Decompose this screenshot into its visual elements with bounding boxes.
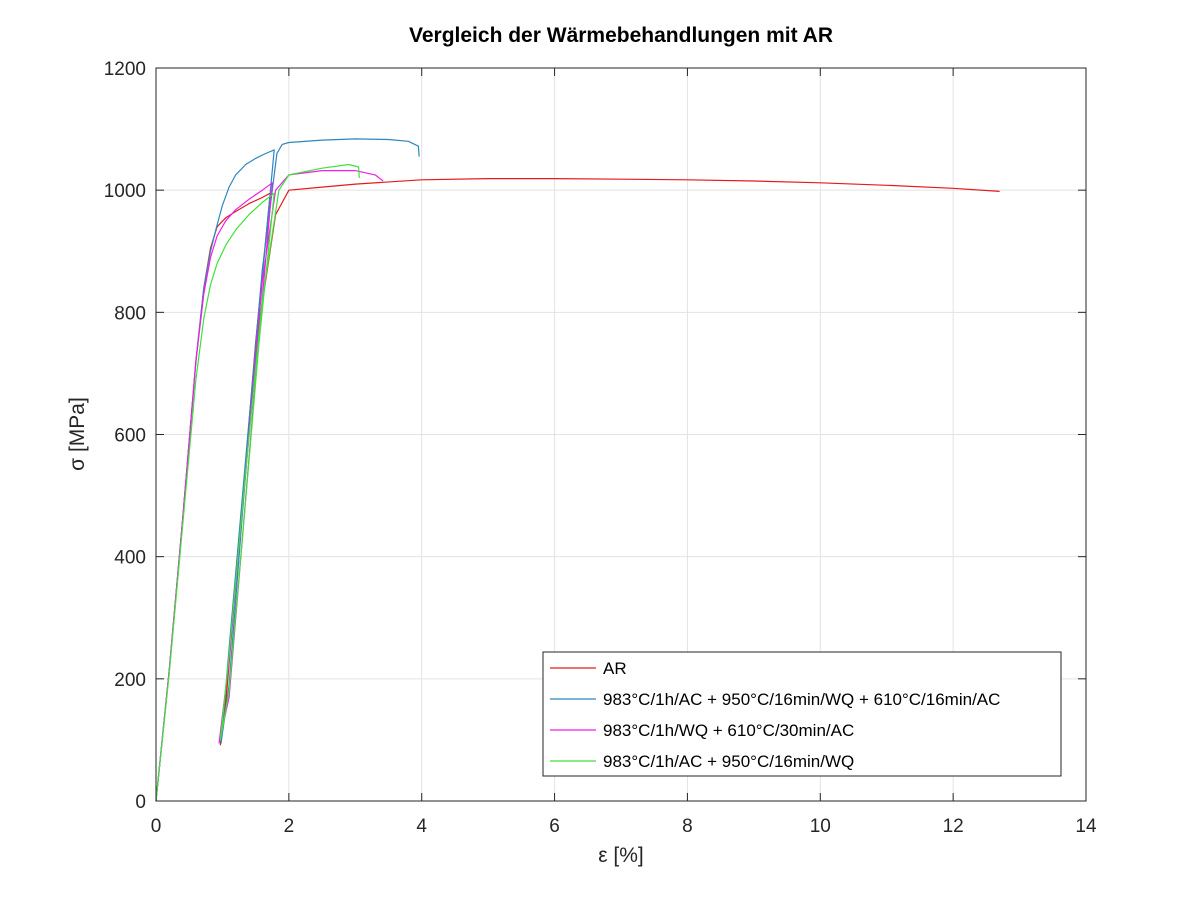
x-tick-label: 0 xyxy=(151,816,162,837)
legend-entry-1: 983°C/1h/AC + 950°C/16min/WQ + 610°C/16m… xyxy=(603,690,1000,709)
x-tick-label: 4 xyxy=(416,816,427,837)
x-tick-label: 6 xyxy=(549,816,560,837)
y-tick-label: 0 xyxy=(135,792,146,813)
y-tick-label: 1000 xyxy=(104,181,146,202)
x-tick-label: 12 xyxy=(943,816,964,837)
y-tick-label: 200 xyxy=(114,670,146,691)
x-axis-label: ε [%] xyxy=(598,844,644,867)
x-tick-label: 10 xyxy=(810,816,831,837)
legend-entry-0: AR xyxy=(603,659,627,678)
y-axis-label: σ [MPa] xyxy=(66,397,89,471)
y-tick-label: 800 xyxy=(114,303,146,324)
x-tick-label: 14 xyxy=(1075,816,1097,837)
x-tick-label: 8 xyxy=(682,816,693,837)
legend-entry-3: 983°C/1h/AC + 950°C/16min/WQ xyxy=(603,752,854,771)
grid xyxy=(156,68,1086,801)
legend-entry-2: 983°C/1h/WQ + 610°C/30min/AC xyxy=(603,721,854,740)
y-tick-label: 600 xyxy=(114,426,146,447)
legend: AR 983°C/1h/AC + 950°C/16min/WQ + 610°C/1… xyxy=(542,651,1062,777)
y-tick-label: 400 xyxy=(114,548,146,569)
y-tick-label: 1200 xyxy=(104,59,146,80)
ticks xyxy=(155,67,1087,802)
series-layer xyxy=(155,138,1000,802)
tick-labels: 0 2 4 6 8 10 12 14 0 200 400 600 800 1000 1200 xyxy=(104,59,1097,837)
chart-title: Vergleich der Wärmebehandlungen mit AR xyxy=(409,24,833,47)
x-tick-label: 2 xyxy=(284,816,295,837)
series-line-3 xyxy=(155,163,360,802)
legend-box xyxy=(542,651,1062,777)
